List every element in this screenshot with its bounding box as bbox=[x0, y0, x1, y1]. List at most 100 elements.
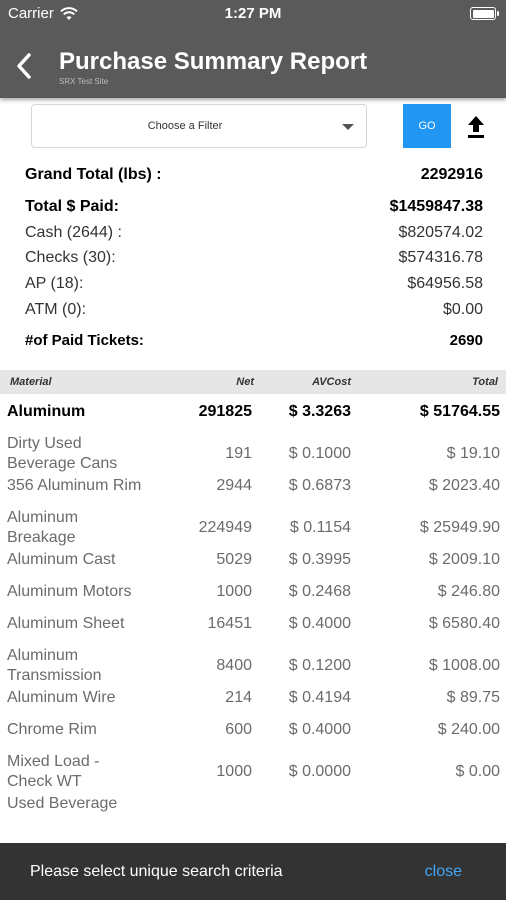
row-avcost: $ 0.4194 bbox=[288, 689, 351, 706]
row-total: $ 89.75 bbox=[446, 689, 500, 706]
atm-value: $0.00 bbox=[442, 301, 483, 318]
row-avcost: $ 0.0000 bbox=[288, 763, 351, 780]
go-button[interactable]: GO bbox=[403, 104, 451, 148]
filter-placeholder: Choose a Filter bbox=[147, 120, 223, 132]
row-avcost: $ 0.1200 bbox=[288, 657, 351, 674]
total-paid-label: Total $ Paid: bbox=[25, 198, 119, 215]
row-material-line1: Used Beverage bbox=[7, 795, 118, 812]
row-net: 8400 bbox=[216, 657, 252, 674]
row-material-line2: Beverage Cans bbox=[7, 455, 118, 472]
row-total: $ 6580.40 bbox=[428, 615, 500, 632]
filter-bar: Choose a Filter GO bbox=[0, 104, 506, 150]
column-material: Material bbox=[10, 376, 52, 388]
row-material: 356 Aluminum Rim bbox=[7, 476, 141, 496]
row-net: 2944 bbox=[216, 477, 252, 494]
row-net: 5029 bbox=[216, 551, 252, 568]
row-avcost: $ 0.4000 bbox=[288, 615, 351, 632]
ap-row: AP (18): $64956.58 bbox=[25, 275, 483, 297]
paid-tickets-value: 2690 bbox=[449, 332, 483, 349]
row-material: Aluminum Transmission bbox=[7, 646, 102, 686]
cash-value: $820574.02 bbox=[398, 224, 483, 241]
row-material-line2: Transmission bbox=[7, 667, 102, 684]
cash-row: Cash (2644) : $820574.02 bbox=[25, 224, 483, 246]
row-material-line1: Aluminum bbox=[7, 647, 79, 664]
checks-value: $574316.78 bbox=[398, 249, 483, 266]
row-material-line2: Check WT bbox=[7, 773, 82, 790]
grand-total-row: Grand Total (lbs) : 2292916 bbox=[25, 166, 483, 188]
row-material: Dirty Used Beverage Cans bbox=[7, 434, 117, 474]
row-material: Aluminum Breakage bbox=[7, 508, 78, 548]
row-total: $ 19.10 bbox=[446, 445, 500, 462]
status-bar: Carrier 1:27 PM bbox=[0, 0, 506, 28]
row-material: Aluminum Wire bbox=[7, 688, 115, 708]
atm-label: ATM (0): bbox=[25, 301, 87, 318]
paid-tickets-label: #of Paid Tickets: bbox=[25, 332, 144, 349]
row-net: 224949 bbox=[198, 519, 252, 536]
row-total: $ 246.80 bbox=[437, 583, 500, 600]
site-subtitle: SRX Test Site bbox=[59, 77, 109, 86]
row-total: $ 1008.00 bbox=[428, 657, 500, 674]
row-material-line1: Aluminum Sheet bbox=[7, 615, 125, 632]
column-avcost: AVCost bbox=[312, 376, 351, 388]
row-material-line1: 356 Aluminum Rim bbox=[7, 477, 142, 494]
row-total: $ 25949.90 bbox=[419, 519, 500, 536]
snackbar-message: Please select unique search criteria bbox=[30, 863, 283, 880]
column-net: Net bbox=[236, 376, 254, 388]
carrier-label: Carrier bbox=[8, 5, 54, 22]
checks-label: Checks (30): bbox=[25, 249, 116, 266]
snackbar: Please select unique search criteria clo… bbox=[0, 843, 506, 900]
row-net: 214 bbox=[225, 689, 252, 706]
back-button[interactable] bbox=[12, 50, 36, 82]
row-material: Mixed Load - Check WT bbox=[7, 752, 100, 792]
row-material-line1: Aluminum Wire bbox=[7, 689, 116, 706]
row-avcost: $ 0.4000 bbox=[288, 721, 351, 738]
group-material: Aluminum bbox=[7, 403, 86, 420]
battery-icon bbox=[470, 7, 499, 20]
carrier-indicator: Carrier bbox=[8, 5, 78, 22]
row-total: $ 2023.40 bbox=[428, 477, 500, 494]
ap-label: AP (18): bbox=[25, 275, 84, 292]
group-net: 291825 bbox=[198, 403, 252, 420]
row-net: 1000 bbox=[216, 583, 252, 600]
row-avcost: $ 0.2468 bbox=[288, 583, 351, 600]
ap-value: $64956.58 bbox=[407, 275, 483, 292]
row-material: Used Beverage bbox=[7, 794, 117, 814]
group-avcost: $ 3.3263 bbox=[288, 403, 351, 420]
row-avcost: $ 0.1000 bbox=[288, 445, 351, 462]
row-material-line1: Aluminum bbox=[7, 509, 79, 526]
wifi-icon bbox=[60, 6, 78, 20]
filter-dropdown[interactable]: Choose a Filter bbox=[31, 104, 367, 148]
row-net: 1000 bbox=[216, 763, 252, 780]
row-total: $ 2009.10 bbox=[428, 551, 500, 568]
row-material-line1: Chrome Rim bbox=[7, 721, 97, 738]
paid-tickets-row: #of Paid Tickets: 2690 bbox=[25, 332, 483, 354]
row-material: Aluminum Cast bbox=[7, 550, 115, 570]
row-material-line1: Aluminum Cast bbox=[7, 551, 116, 568]
status-time: 1:27 PM bbox=[224, 5, 282, 22]
row-avcost: $ 0.6873 bbox=[288, 477, 351, 494]
total-paid-row: Total $ Paid: $1459847.38 bbox=[25, 198, 483, 220]
row-material: Chrome Rim bbox=[7, 720, 97, 740]
group-total: $ 51764.55 bbox=[419, 403, 500, 420]
materials-table[interactable]: Aluminum 291825 $ 3.3263 $ 51764.55 Dirt… bbox=[0, 396, 506, 846]
grand-total-label: Grand Total (lbs) : bbox=[25, 166, 162, 183]
atm-row: ATM (0): $0.00 bbox=[25, 301, 483, 323]
row-net: 600 bbox=[225, 721, 252, 738]
app-header: Carrier 1:27 PM Purchase Summary Report … bbox=[0, 0, 506, 98]
column-total: Total bbox=[472, 376, 498, 388]
row-net: 16451 bbox=[207, 615, 253, 632]
upload-icon[interactable] bbox=[465, 114, 487, 140]
row-material: Aluminum Sheet bbox=[7, 614, 124, 634]
grand-total-value: 2292916 bbox=[420, 166, 483, 183]
row-avcost: $ 0.3995 bbox=[288, 551, 351, 568]
table-header: Material Net AVCost Total bbox=[0, 370, 506, 394]
cash-label: Cash (2644) : bbox=[25, 224, 122, 241]
row-net: 191 bbox=[225, 445, 252, 462]
row-material-line1: Dirty Used bbox=[7, 435, 82, 452]
row-material-line1: Mixed Load - bbox=[7, 753, 100, 770]
snackbar-close-button[interactable]: close bbox=[424, 863, 462, 880]
row-material: Aluminum Motors bbox=[7, 582, 131, 602]
row-avcost: $ 0.1154 bbox=[289, 519, 351, 536]
row-material-line1: Aluminum Motors bbox=[7, 583, 132, 600]
page-title: Purchase Summary Report bbox=[59, 48, 368, 75]
